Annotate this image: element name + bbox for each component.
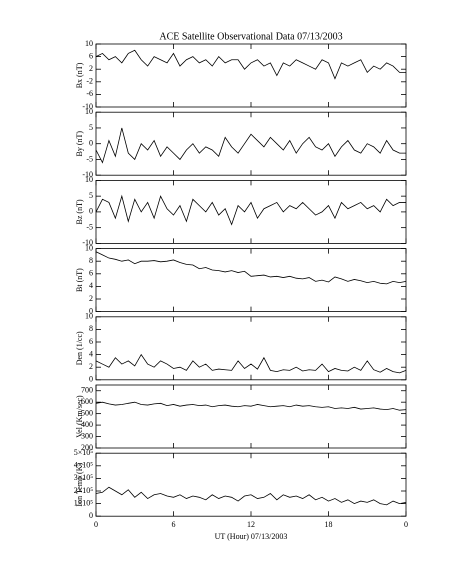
x-tick-label: 12 [247, 520, 255, 529]
y-tick-label: 1×10⁵ [74, 498, 94, 507]
x-tick-label: 0 [94, 520, 98, 529]
y-tick-label: 6 [89, 51, 93, 60]
y-axis-label: Bx (nT) [75, 62, 84, 88]
data-line [95, 49, 406, 80]
y-tick-label: 10 [85, 175, 93, 184]
y-tick-label: 200 [81, 443, 93, 452]
x-tick-label: 18 [325, 520, 333, 529]
y-tick-label: 2 [89, 64, 93, 73]
chart-title: ACE Satellite Observational Data 07/13/2… [159, 31, 342, 42]
y-axis-label: Ion Temp (K) [75, 463, 84, 507]
x-tick-label: 0 [404, 520, 408, 529]
y-tick-label: 10 [85, 107, 93, 116]
y-tick-label: 700 [81, 386, 93, 395]
y-tick-label: 2 [89, 362, 93, 371]
data-line [95, 401, 407, 411]
y-tick-label: 500 [81, 408, 93, 417]
x-axis-label: UT (Hour) 07/13/2003 [215, 532, 288, 541]
data-line [95, 251, 407, 285]
y-tick-label: -5 [86, 154, 93, 163]
y-axis-label: Den (1/cc) [75, 331, 84, 365]
y-tick-label: 10 [85, 312, 93, 321]
y-tick-label: 0 [89, 306, 93, 315]
y-axis-label: Vel (Km/sec) [75, 395, 84, 438]
data-line [95, 353, 407, 374]
y-tick-label: -10 [82, 170, 93, 179]
y-tick-label: 2×10⁵ [74, 486, 94, 495]
y-tick-label: -6 [86, 89, 93, 98]
y-tick-label: -10 [82, 102, 93, 111]
y-tick-label: 5×10⁵ [74, 448, 94, 457]
y-tick-label: 0 [89, 511, 93, 520]
y-tick-label: 8 [89, 324, 93, 333]
y-tick-label: 4×10⁵ [74, 461, 94, 470]
y-tick-label: 300 [81, 431, 93, 440]
y-tick-label: -10 [82, 238, 93, 247]
y-axis-label: Bz (nT) [75, 199, 84, 224]
y-tick-label: 0 [89, 207, 93, 216]
y-axis-label: Bt (nT) [75, 268, 84, 292]
y-tick-label: 600 [81, 397, 93, 406]
data-line [95, 194, 406, 226]
y-tick-label: 5 [89, 123, 93, 132]
data-line [95, 486, 407, 506]
y-tick-label: 5 [89, 191, 93, 200]
y-tick-label: 6 [89, 337, 93, 346]
y-tick-label: 3×10⁵ [74, 473, 94, 482]
y-tick-label: -5 [86, 222, 93, 231]
data-line [95, 127, 406, 164]
x-tick-label: 6 [172, 520, 176, 529]
y-axis-label: By (nT) [75, 131, 84, 157]
y-tick-label: 0 [89, 375, 93, 384]
y-tick-label: 4 [89, 349, 93, 358]
y-tick-label: 8 [89, 256, 93, 265]
y-tick-label: 10 [85, 243, 93, 252]
y-tick-label: 400 [81, 420, 93, 429]
y-tick-label: 2 [89, 294, 93, 303]
y-tick-label: 6 [89, 269, 93, 278]
y-tick-label: 4 [89, 281, 93, 290]
y-tick-label: -2 [86, 77, 93, 86]
y-tick-label: 10 [85, 39, 93, 48]
y-tick-label: 0 [89, 139, 93, 148]
